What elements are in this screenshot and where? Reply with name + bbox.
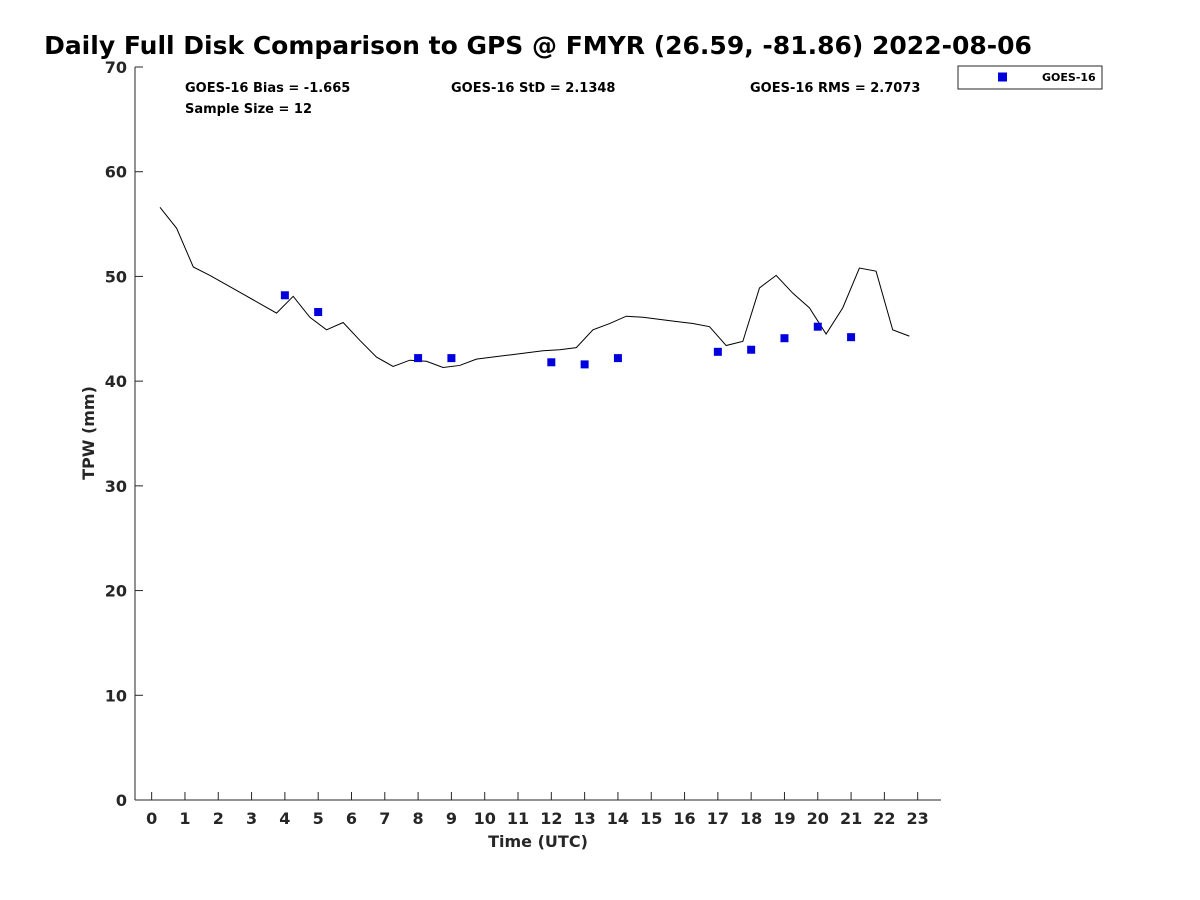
legend-marker — [998, 72, 1007, 82]
y-tick-label: 20 — [105, 582, 127, 601]
x-tick-label: 17 — [707, 809, 729, 828]
goes16-point — [280, 291, 289, 300]
x-tick-label: 16 — [673, 809, 695, 828]
axes — [134, 67, 941, 801]
x-ticks: 0 1 2 3 4 5 6 7 8 9 10 11 12 13 14 15 16 17 18 19 20 21 22 23 — [146, 792, 929, 828]
y-tick-label: 0 — [116, 791, 127, 810]
x-tick-label: 19 — [773, 809, 795, 828]
legend: GOES-16 — [957, 65, 1103, 90]
stat-bias: GOES-16 Bias = -1.665 — [185, 81, 350, 96]
x-tick-label: 21 — [840, 809, 862, 828]
x-tick-label: 4 — [279, 809, 290, 828]
goes16-point — [613, 354, 622, 363]
stat-rms: GOES-16 RMS = 2.7073 — [750, 81, 920, 96]
goes16-point — [747, 345, 756, 354]
goes16-point — [447, 354, 456, 363]
y-tick-label: 30 — [105, 477, 127, 496]
legend-box — [957, 65, 1103, 90]
y-tick-label: 60 — [105, 163, 127, 182]
gps-line-series — [159, 207, 910, 369]
x-tick-label: 10 — [474, 809, 496, 828]
y-axis-label: TPW (mm) — [79, 386, 98, 480]
x-tick-label: 9 — [446, 809, 457, 828]
x-tick-label: 1 — [179, 809, 190, 828]
chart-title: Daily Full Disk Comparison to GPS @ FMYR… — [44, 31, 1032, 60]
x-tick-label: 8 — [413, 809, 424, 828]
y-ticks: 0 10 20 30 40 50 60 70 — [105, 58, 143, 810]
goes16-point — [547, 358, 556, 367]
x-tick-label: 5 — [313, 809, 324, 828]
x-tick-label: 0 — [146, 809, 157, 828]
x-tick-label: 18 — [740, 809, 762, 828]
goes16-scatter-series — [280, 291, 856, 369]
x-tick-label: 15 — [640, 809, 662, 828]
goes16-point — [713, 347, 722, 356]
x-axis-label: Time (UTC) — [488, 832, 588, 851]
legend-label: GOES-16 — [1042, 71, 1096, 84]
x-tick-label: 14 — [607, 809, 629, 828]
x-tick-label: 23 — [907, 809, 929, 828]
stats-box: GOES-16 Bias = -1.665 GOES-16 StD = 2.13… — [185, 81, 920, 117]
goes16-point — [847, 333, 856, 342]
goes16-point — [414, 354, 423, 363]
x-tick-label: 11 — [507, 809, 529, 828]
y-tick-label: 40 — [105, 372, 127, 391]
goes16-point — [314, 308, 323, 317]
goes16-point — [580, 360, 589, 369]
x-tick-label: 12 — [540, 809, 562, 828]
x-tick-label: 22 — [873, 809, 895, 828]
stat-std: GOES-16 StD = 2.1348 — [451, 81, 615, 96]
gps-tpw-line — [159, 207, 910, 369]
y-tick-label: 70 — [105, 58, 127, 77]
x-tick-label: 2 — [213, 809, 224, 828]
goes16-point — [813, 322, 822, 331]
stat-sample-size: Sample Size = 12 — [185, 102, 312, 117]
x-tick-label: 7 — [379, 809, 390, 828]
x-tick-label: 6 — [346, 809, 357, 828]
x-tick-label: 13 — [573, 809, 595, 828]
x-tick-label: 20 — [807, 809, 829, 828]
goes16-point — [780, 334, 789, 343]
y-tick-label: 50 — [105, 267, 127, 286]
y-tick-label: 10 — [105, 686, 127, 705]
x-tick-label: 3 — [246, 809, 257, 828]
